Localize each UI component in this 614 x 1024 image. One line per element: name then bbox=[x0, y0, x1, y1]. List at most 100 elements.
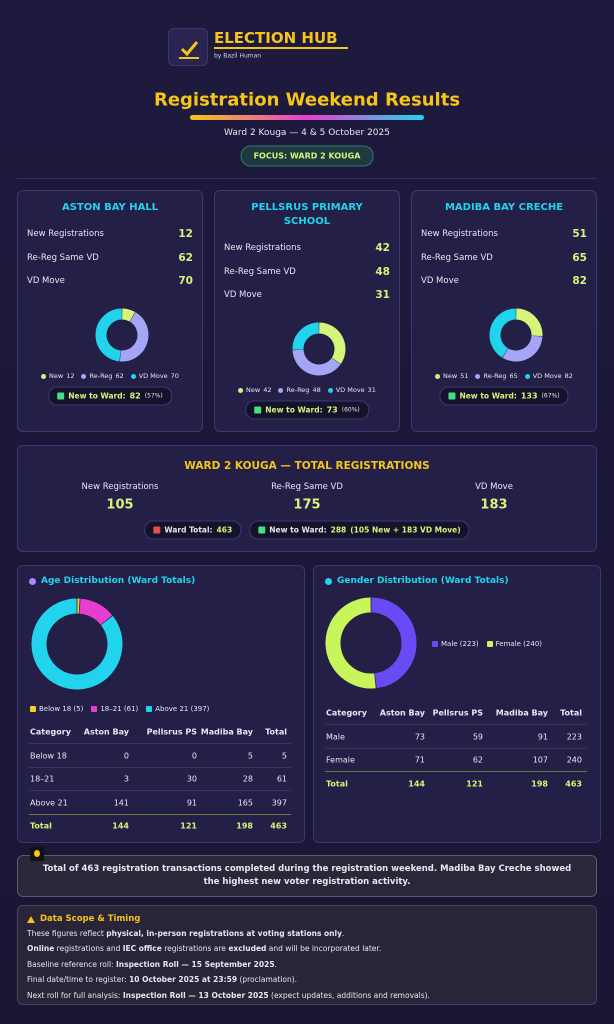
legend-item: New 51 bbox=[435, 372, 469, 380]
table-cell: 397 bbox=[271, 798, 287, 807]
table-rule bbox=[325, 771, 587, 772]
page-title: Registration Weekend Results bbox=[153, 89, 461, 111]
legend-label: New bbox=[246, 386, 261, 394]
legend-label: VD Move bbox=[138, 372, 168, 380]
text-segment: excluded bbox=[228, 944, 267, 954]
scope-line: Online registrations and IEC office regi… bbox=[27, 944, 381, 953]
legend-value: 31 bbox=[367, 386, 376, 394]
focus-pill: FOCUS: WARD 2 KOUGA bbox=[240, 145, 374, 167]
legend-swatch bbox=[327, 387, 333, 393]
table-cell: Madiba Bay bbox=[200, 727, 253, 737]
panel-title-text: Age Distribution (Ward Totals) bbox=[41, 576, 196, 586]
text-segment: Baseline reference roll: bbox=[27, 959, 116, 969]
byline: by Bazil Human bbox=[214, 52, 262, 60]
text-segment: showed the highest new voter registratio… bbox=[203, 864, 572, 887]
legend-swatch bbox=[524, 373, 530, 379]
badge-note: (105 New + 183 VD Move) bbox=[350, 525, 461, 535]
card bbox=[214, 190, 400, 432]
stat-value: 82 bbox=[572, 275, 587, 287]
table-cell: 223 bbox=[566, 732, 582, 741]
table-cell: 463 bbox=[270, 821, 287, 831]
legend-label: Above 21 (397) bbox=[155, 705, 210, 713]
station-name: MADIBA BAY CRECHE bbox=[444, 202, 564, 213]
legend-value: 51 bbox=[460, 372, 469, 380]
legend-label: Male (223) bbox=[441, 640, 479, 648]
badge-label: New to Ward: bbox=[68, 391, 126, 401]
panel-title: Gender Distribution (Ward Totals) bbox=[325, 576, 509, 586]
text-segment: Inspection Roll — 15 September 2025 bbox=[115, 959, 275, 969]
legend-value: 82 bbox=[564, 372, 573, 380]
table-rule bbox=[29, 813, 291, 815]
legend-item: VD Move 31 bbox=[327, 386, 376, 394]
total-value: 105 bbox=[106, 497, 134, 513]
scope-line: Final date/time to register: 10 October … bbox=[27, 975, 297, 984]
table-cell: 59 bbox=[472, 732, 483, 741]
table-cell: 28 bbox=[242, 774, 253, 784]
legend-item: Below 18 (5) bbox=[30, 705, 83, 713]
legend-value: 70 bbox=[170, 372, 179, 380]
legend-swatch bbox=[435, 373, 441, 379]
table-cell: 198 bbox=[236, 821, 253, 831]
table-cell: 121 bbox=[466, 779, 483, 788]
text-segment: (expect updates, additions and removals)… bbox=[268, 990, 430, 1000]
stat-value: 65 bbox=[572, 251, 587, 264]
legend-swatch bbox=[258, 526, 266, 534]
new-to-ward-badge: New to Ward: 73 (60%) bbox=[245, 400, 369, 420]
new-to-ward-badge: New to Ward: 133 (67%) bbox=[439, 386, 569, 406]
legend-label: 18–21 (61) bbox=[100, 705, 139, 713]
table-cell: Aston Bay bbox=[83, 727, 129, 737]
table-cell: 121 bbox=[180, 821, 197, 831]
title-bar bbox=[190, 115, 424, 120]
divider bbox=[17, 178, 597, 179]
stat-label: Re-Reg Same VD bbox=[224, 266, 296, 277]
stat-value: 42 bbox=[375, 242, 390, 254]
legend: New 42 Re-Reg 48 VD Move 31 bbox=[238, 386, 376, 394]
stat-value: 48 bbox=[375, 265, 390, 278]
table-cell: 5 bbox=[281, 751, 287, 760]
panel-icon bbox=[29, 577, 36, 585]
table-cell: Total bbox=[265, 727, 287, 737]
legend-item: Female (240) bbox=[486, 640, 542, 648]
stat-value: 51 bbox=[572, 228, 587, 240]
legend: New 51 Re-Reg 65 VD Move 82 bbox=[435, 372, 573, 380]
text-segment: registrations are bbox=[161, 944, 229, 954]
legend-swatch bbox=[81, 373, 87, 379]
text-segment: Inspection Roll — 13 October 2025 bbox=[122, 990, 269, 1000]
badge-label: New to Ward: bbox=[265, 405, 323, 415]
ward-total-title: WARD 2 KOUGA — TOTAL REGISTRATIONS bbox=[184, 460, 430, 472]
table-cell: 3 bbox=[123, 774, 129, 784]
table-cell: 61 bbox=[276, 774, 287, 784]
legend-item: VD Move 82 bbox=[524, 372, 573, 380]
legend: Below 18 (5) 18–21 (61) Above 21 (397) bbox=[30, 705, 209, 713]
card bbox=[17, 855, 597, 897]
text-segment: Final date/time to register: bbox=[27, 975, 130, 985]
total-label: Re-Reg Same VD bbox=[271, 482, 343, 492]
table-cell: 62 bbox=[472, 755, 483, 765]
table-cell: Male bbox=[326, 732, 345, 741]
table-cell: 30 bbox=[186, 774, 197, 784]
stat-label: New Registrations bbox=[224, 243, 301, 253]
scope-line: These figures reflect physical, in-perso… bbox=[27, 929, 344, 938]
stat-label: Re-Reg Same VD bbox=[27, 252, 99, 263]
total-badge: Ward Total: 463 bbox=[144, 520, 242, 540]
total-label: VD Move bbox=[475, 482, 513, 492]
legend-item: New 12 bbox=[41, 372, 75, 380]
total-label: New Registrations bbox=[81, 482, 159, 492]
legend-swatch bbox=[238, 387, 244, 393]
text-segment: (proclamation). bbox=[237, 975, 298, 985]
total-value: 183 bbox=[480, 497, 508, 513]
stat-label: Re-Reg Same VD bbox=[421, 252, 493, 263]
badge-value: 133 bbox=[520, 391, 538, 401]
table-cell: Pellsrus PS bbox=[146, 727, 197, 737]
text-segment: Online bbox=[27, 944, 55, 954]
badge-label: New to Ward: bbox=[459, 391, 517, 401]
legend-label: Re-Reg bbox=[89, 372, 113, 380]
legend-value: 12 bbox=[66, 372, 75, 380]
legend-swatch bbox=[475, 373, 481, 379]
text-segment: 10 October 2025 at 23:59 bbox=[129, 975, 238, 985]
new-to-ward-badge: New to Ward: 82 (57%) bbox=[48, 386, 172, 406]
table-rule bbox=[29, 790, 291, 791]
legend-item: Above 21 (397) bbox=[146, 705, 209, 713]
text-segment: registrations and bbox=[54, 944, 123, 954]
legend-swatch bbox=[432, 641, 438, 647]
